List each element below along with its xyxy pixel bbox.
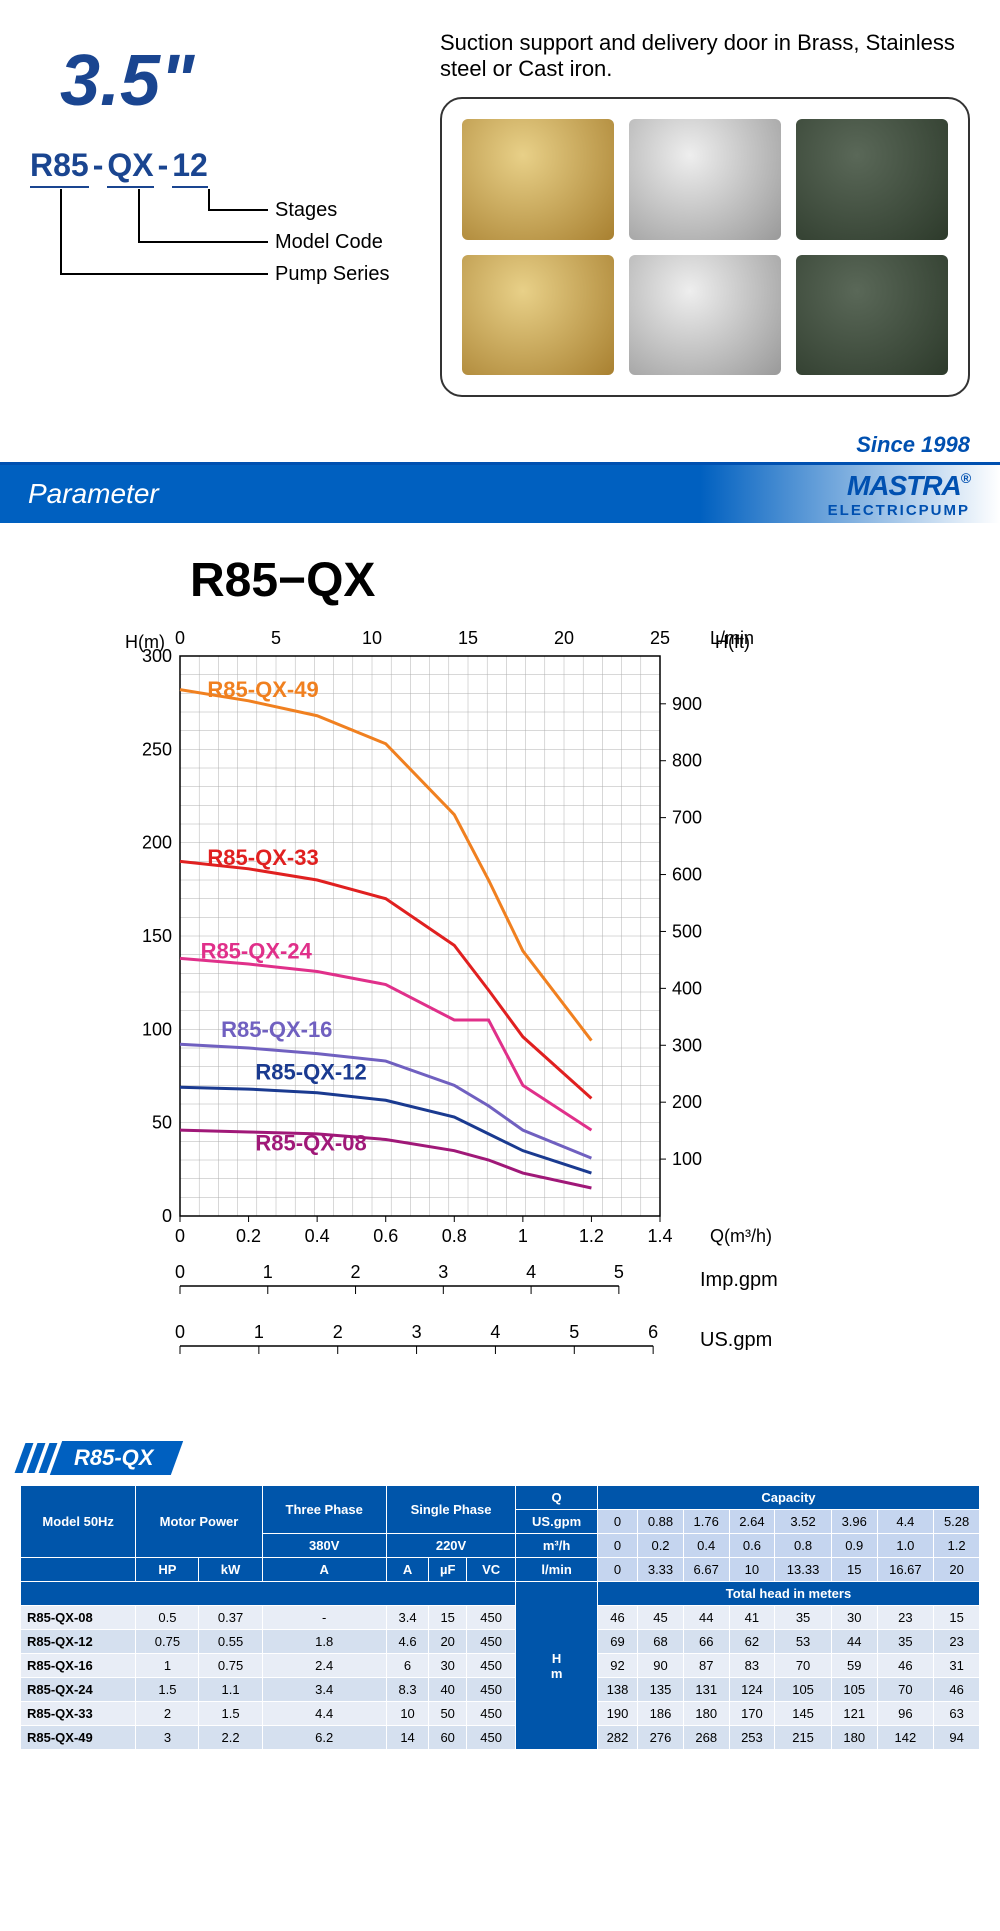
svg-text:5: 5 bbox=[614, 1262, 624, 1282]
table-row: R85-QX-080.50.37-3.415450464544413530231… bbox=[21, 1606, 980, 1630]
since-label: Since 1998 bbox=[856, 432, 970, 458]
legend-pump-series: Pump Series bbox=[275, 263, 390, 286]
product-steel-bottom bbox=[629, 255, 781, 376]
svg-text:L/min: L/min bbox=[710, 628, 754, 648]
parameter-table: Model 50HzMotor PowerThree PhaseSingle P… bbox=[20, 1485, 980, 1750]
svg-text:10: 10 bbox=[362, 628, 382, 648]
svg-text:0: 0 bbox=[162, 1206, 172, 1226]
model-part-series: R85 bbox=[30, 147, 89, 188]
table-row: R85-QX-3321.54.4105045019018618017014512… bbox=[21, 1702, 980, 1726]
svg-text:150: 150 bbox=[142, 926, 172, 946]
chart-section: R85−QX R85-QX-49R85-QX-33R85-QX-24R85-QX… bbox=[0, 523, 1000, 1421]
stripes-icon bbox=[20, 1443, 52, 1473]
svg-text:H(m): H(m) bbox=[125, 632, 165, 652]
model-part-code: QX bbox=[107, 147, 153, 188]
svg-text:0: 0 bbox=[175, 1322, 185, 1342]
svg-text:1: 1 bbox=[518, 1226, 528, 1246]
svg-text:1.4: 1.4 bbox=[647, 1226, 672, 1246]
svg-text:2: 2 bbox=[351, 1262, 361, 1282]
svg-text:25: 25 bbox=[650, 628, 670, 648]
svg-text:700: 700 bbox=[672, 808, 702, 828]
legend-model-code: Model Code bbox=[275, 231, 383, 254]
svg-text:R85-QX-24: R85-QX-24 bbox=[201, 938, 313, 963]
svg-text:0: 0 bbox=[175, 1226, 185, 1246]
svg-text:R85-QX-49: R85-QX-49 bbox=[207, 677, 318, 702]
svg-text:900: 900 bbox=[672, 694, 702, 714]
svg-text:100: 100 bbox=[672, 1149, 702, 1169]
svg-text:R85-QX-12: R85-QX-12 bbox=[255, 1060, 366, 1085]
svg-text:Q(m³/h): Q(m³/h) bbox=[710, 1226, 772, 1246]
svg-text:400: 400 bbox=[672, 978, 702, 998]
table-row: R85-QX-241.51.13.48.34045013813513112410… bbox=[21, 1678, 980, 1702]
svg-text:R85-QX-33: R85-QX-33 bbox=[207, 845, 318, 870]
svg-text:2: 2 bbox=[333, 1322, 343, 1342]
svg-text:500: 500 bbox=[672, 921, 702, 941]
model-code-diagram: R85 - QX - 12 Stages Model Code Pump Ser… bbox=[30, 147, 410, 317]
product-iron-top bbox=[796, 119, 948, 240]
svg-text:15: 15 bbox=[458, 628, 478, 648]
svg-text:4: 4 bbox=[490, 1322, 500, 1342]
svg-text:5: 5 bbox=[569, 1322, 579, 1342]
svg-text:0: 0 bbox=[175, 1262, 185, 1282]
legend-stages: Stages bbox=[275, 199, 337, 222]
svg-text:R85-QX-16: R85-QX-16 bbox=[221, 1017, 332, 1042]
svg-text:0: 0 bbox=[175, 628, 185, 648]
svg-text:100: 100 bbox=[142, 1019, 172, 1039]
table-title: R85-QX bbox=[50, 1441, 184, 1475]
svg-text:3: 3 bbox=[412, 1322, 422, 1342]
svg-text:0.8: 0.8 bbox=[442, 1226, 467, 1246]
product-caption: Suction support and delivery door in Bra… bbox=[440, 30, 970, 82]
svg-text:0.6: 0.6 bbox=[373, 1226, 398, 1246]
parameter-bar: Parameter MASTRA® ELECTRICPUMP bbox=[0, 465, 1000, 523]
svg-text:800: 800 bbox=[672, 751, 702, 771]
chart-title: R85−QX bbox=[190, 553, 940, 608]
svg-text:6: 6 bbox=[648, 1322, 658, 1342]
product-brass-bottom bbox=[462, 255, 614, 376]
svg-text:1: 1 bbox=[263, 1262, 273, 1282]
svg-text:200: 200 bbox=[142, 833, 172, 853]
svg-text:0.2: 0.2 bbox=[236, 1226, 261, 1246]
product-iron-bottom bbox=[796, 255, 948, 376]
svg-text:250: 250 bbox=[142, 739, 172, 759]
parameter-label: Parameter bbox=[0, 468, 187, 520]
table-row: R85-QX-1610.752.46304509290878370594631 bbox=[21, 1654, 980, 1678]
top-section: 3.5" R85 - QX - 12 Stages Model Code bbox=[30, 30, 970, 397]
svg-text:5: 5 bbox=[271, 628, 281, 648]
svg-text:0.4: 0.4 bbox=[305, 1226, 330, 1246]
svg-text:3: 3 bbox=[438, 1262, 448, 1282]
svg-text:US.gpm: US.gpm bbox=[700, 1329, 772, 1351]
svg-text:Imp.gpm: Imp.gpm bbox=[700, 1269, 778, 1291]
size-title: 3.5" bbox=[60, 40, 410, 122]
svg-text:50: 50 bbox=[152, 1113, 172, 1133]
svg-text:300: 300 bbox=[672, 1035, 702, 1055]
table-row: R85-QX-4932.26.2146045028227626825321518… bbox=[21, 1726, 980, 1750]
product-brass-top bbox=[462, 119, 614, 240]
product-steel-top bbox=[629, 119, 781, 240]
brand-logo: MASTRA® ELECTRICPUMP bbox=[828, 470, 1000, 519]
table-row: R85-QX-120.750.551.84.620450696866625344… bbox=[21, 1630, 980, 1654]
svg-text:R85-QX-08: R85-QX-08 bbox=[255, 1131, 366, 1156]
svg-text:20: 20 bbox=[554, 628, 574, 648]
performance-chart: R85-QX-49 R85-QX-33 R85-QX-24 R85-QX-16 R85-… bbox=[120, 616, 880, 1396]
svg-text:1.2: 1.2 bbox=[579, 1226, 604, 1246]
svg-text:4: 4 bbox=[526, 1262, 536, 1282]
svg-text:600: 600 bbox=[672, 865, 702, 885]
table-section: R85-QX Model 50HzMotor PowerThree PhaseS… bbox=[0, 1441, 1000, 1780]
model-part-stages: 12 bbox=[172, 147, 208, 188]
svg-text:1: 1 bbox=[254, 1322, 264, 1342]
divider-line: Since 1998 bbox=[0, 462, 1000, 465]
svg-text:200: 200 bbox=[672, 1092, 702, 1112]
product-image-grid bbox=[440, 97, 970, 397]
